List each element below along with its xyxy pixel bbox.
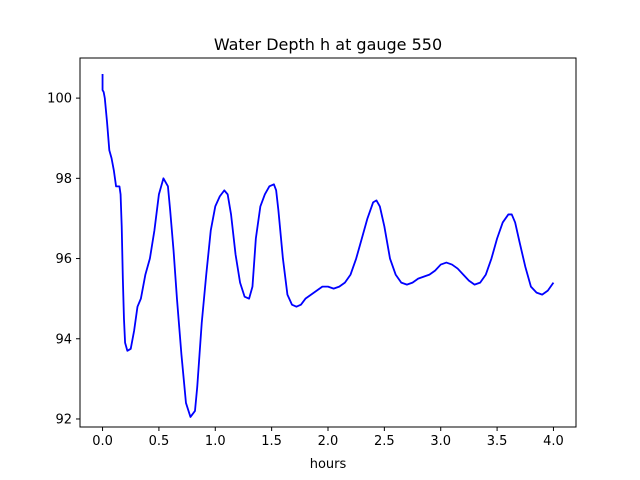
x-tick-label: 2.5 <box>374 434 395 449</box>
x-tick-label: 2.0 <box>318 434 339 449</box>
x-axis-label: hours <box>310 457 347 472</box>
y-tick-label: 98 <box>55 172 72 187</box>
y-tick-label: 92 <box>55 412 72 427</box>
y-tick-label: 94 <box>55 332 72 347</box>
x-tick-label: 0.5 <box>149 434 170 449</box>
plot-area <box>101 74 555 418</box>
series-line-0 <box>101 74 555 418</box>
axes-frame <box>79 57 577 428</box>
y-tick-label: 96 <box>55 252 72 267</box>
x-axis-ticks: 0.0 0.5 1.0 1.5 2.0 2.5 3.0 3.5 4.0 <box>92 427 564 449</box>
x-tick-label: 1.5 <box>261 434 282 449</box>
x-tick-label: 3.5 <box>487 434 508 449</box>
x-tick-label: 1.0 <box>205 434 226 449</box>
x-tick-label: 4.0 <box>543 434 564 449</box>
x-tick-label: 3.0 <box>430 434 451 449</box>
chart-title: Water Depth h at gauge 550 <box>214 35 442 54</box>
y-axis-ticks: 92 94 96 98 100 <box>47 92 80 427</box>
x-tick-label: 0.0 <box>92 434 113 449</box>
y-tick-label: 100 <box>47 92 72 107</box>
